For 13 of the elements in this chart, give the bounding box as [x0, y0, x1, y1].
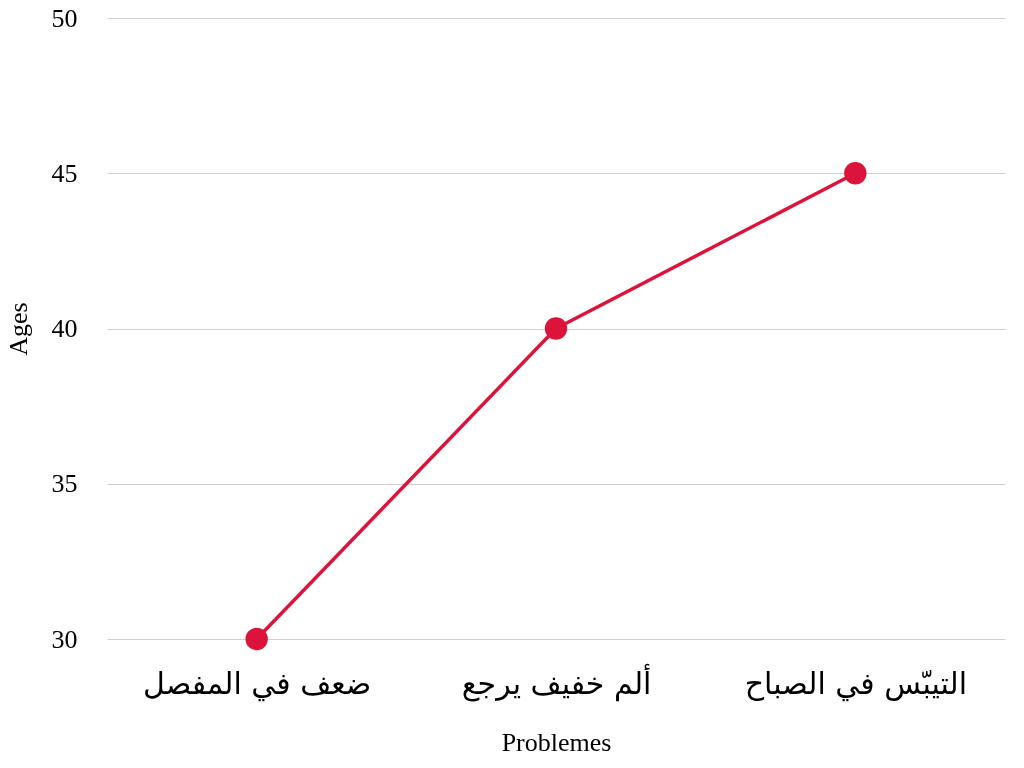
x-tick-label: التيبّس في الصباح [744, 665, 968, 702]
y-tick-label: 35 [51, 469, 78, 499]
x-tick-label: ضعف في المفصل [143, 665, 372, 702]
y-tick-label: 30 [51, 624, 78, 654]
y-axis-title: Ages [3, 302, 33, 356]
x-tick-label: ألم خفيف يرجع [461, 662, 652, 702]
point [245, 627, 268, 651]
point [844, 162, 867, 185]
point [544, 317, 568, 340]
x-axis-title: Problemes [501, 727, 612, 757]
y-tick-label: 45 [51, 158, 78, 188]
y-tick-label: 50 [51, 3, 78, 33]
y-tick-label: 40 [51, 314, 78, 343]
